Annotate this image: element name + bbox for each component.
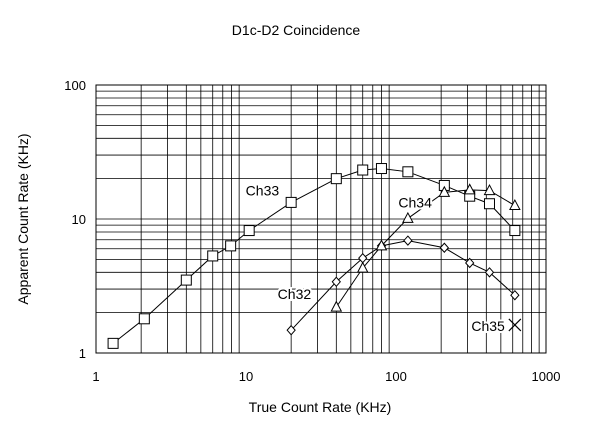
point-triangle <box>356 261 369 273</box>
series-line <box>290 240 516 331</box>
y-axis-label: Apparent Count Rate (KHz) <box>15 133 31 304</box>
point-square <box>357 164 369 176</box>
point-triangle <box>438 185 451 197</box>
point-diamond <box>484 267 495 278</box>
y-tick-label: 1 <box>79 346 86 361</box>
point-triangle <box>375 239 388 251</box>
point-diamond <box>510 289 520 301</box>
point-square <box>180 274 192 286</box>
series-label-ch35: Ch35 <box>471 318 505 334</box>
series-labels: Ch33 Ch32 Ch34 Ch35 <box>244 180 507 336</box>
point-x <box>508 318 522 332</box>
series-label-ch32: Ch32 <box>278 286 312 302</box>
point-square <box>483 198 495 210</box>
x-tick-label: 100 <box>385 369 407 384</box>
point-square <box>138 313 150 325</box>
series-ch34 <box>330 183 521 312</box>
y-tick-label: 10 <box>72 212 86 227</box>
point-square <box>285 196 297 208</box>
x-tick-label: 1 <box>92 369 99 384</box>
tick-labels: 1 10 100 1000 1 10 100 <box>64 78 560 384</box>
series-label-ch34: Ch34 <box>398 194 432 210</box>
point-diamond <box>465 257 475 269</box>
point-square <box>330 173 342 185</box>
point-triangle <box>330 300 343 312</box>
point-square <box>243 225 255 237</box>
point-square <box>375 163 387 175</box>
point-triangle <box>483 183 496 196</box>
plot-frame <box>95 84 547 354</box>
grid <box>96 85 546 353</box>
point-triangle <box>402 211 414 223</box>
series-line <box>112 168 516 344</box>
series-label-ch33: Ch33 <box>246 182 280 198</box>
x-tick-label: 10 <box>239 369 253 384</box>
series-ch33 <box>107 163 521 349</box>
point-diamond <box>286 324 296 336</box>
point-triangle <box>463 183 476 195</box>
series-ch35 <box>508 318 522 332</box>
point-square <box>402 166 414 178</box>
point-square <box>509 225 521 237</box>
point-square <box>207 250 219 262</box>
y-tick-label: 100 <box>64 78 86 93</box>
x-axis-label: True Count Rate (KHz) <box>249 399 392 415</box>
point-diamond <box>331 276 341 288</box>
point-diamond <box>439 242 450 254</box>
x-tick-label: 1000 <box>532 369 561 384</box>
point-square <box>107 337 119 349</box>
point-triangle <box>509 198 521 211</box>
point-diamond <box>403 235 413 246</box>
point-square <box>225 240 237 252</box>
series-layer <box>107 163 522 349</box>
chart-title: D1c-D2 Coincidence <box>232 22 361 38</box>
